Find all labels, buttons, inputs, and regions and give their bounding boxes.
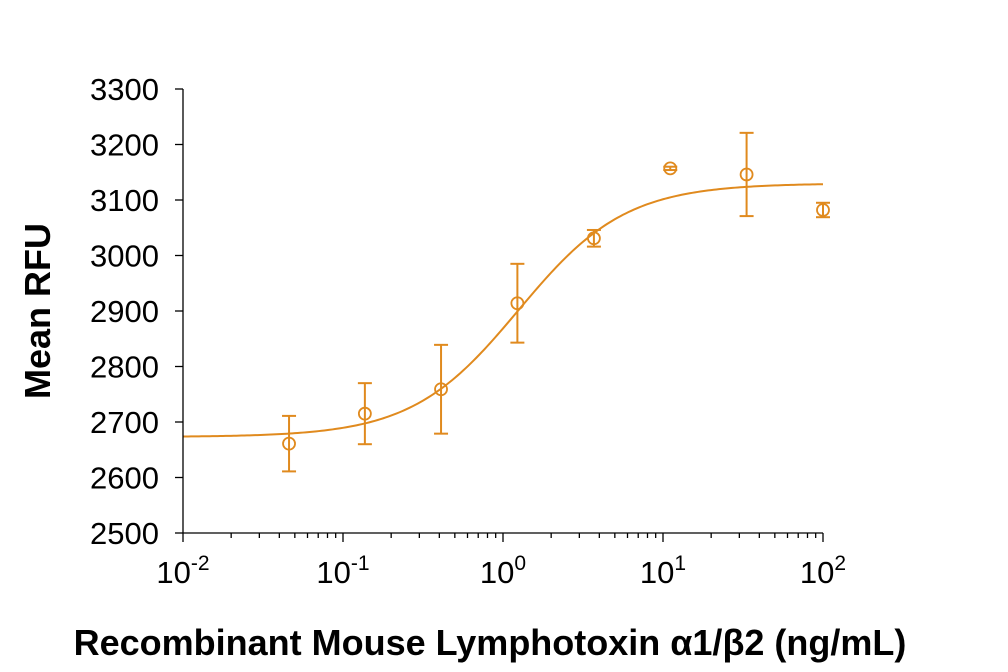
y-tick-label: 2800 [90, 350, 159, 385]
x-tick-label: 10-1 [316, 552, 369, 590]
data-point [357, 406, 372, 421]
x-tick-label: 10-2 [156, 552, 209, 590]
y-tick-label: 2700 [90, 405, 159, 440]
y-tick-label: 2900 [90, 294, 159, 329]
axes [175, 88, 824, 542]
tick-labels: 2500 2600 2700 2800 2900 3000 3100 3200 3300 10-2… [90, 72, 846, 590]
data-point [510, 296, 525, 311]
y-tick-label: 3100 [90, 183, 159, 218]
data-point [739, 167, 754, 182]
data-point [663, 161, 678, 176]
y-tick-label: 2600 [90, 461, 159, 496]
data-point [587, 231, 601, 246]
plot-area [182, 131, 830, 473]
data-point [816, 203, 830, 217]
data-point [434, 382, 448, 397]
y-tick-label: 2500 [90, 516, 159, 551]
y-tick-label: 3300 [90, 72, 159, 107]
x-tick-label: 100 [480, 552, 526, 590]
y-tick-label: 3000 [90, 239, 159, 274]
fit-curve [182, 183, 824, 438]
x-axis-title: Recombinant Mouse Lymphotoxin α1/β2 (ng/… [74, 622, 907, 663]
y-tick-label: 3200 [90, 128, 159, 163]
x-tick-label: 102 [800, 552, 846, 590]
x-tick-label: 101 [640, 552, 686, 590]
data-point [282, 436, 296, 451]
y-axis-title: Mean RFU [17, 223, 58, 399]
